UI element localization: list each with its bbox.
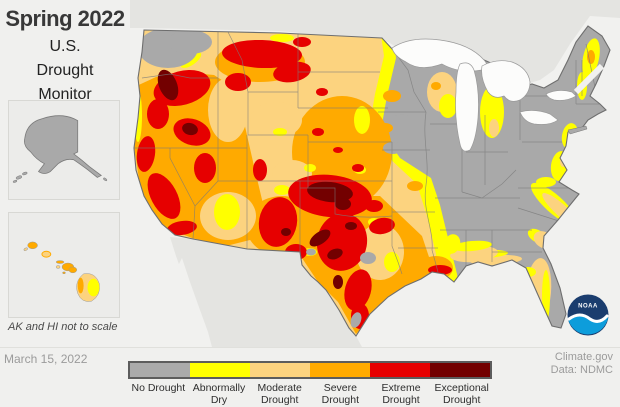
- conus-map: [130, 0, 620, 347]
- drought-legend: No Drought Abnormally Dry Moderate Droug…: [128, 361, 492, 406]
- state-borders: [134, 30, 600, 275]
- page-title: Spring 2022: [5, 6, 125, 31]
- legend-color-bar: [128, 361, 492, 379]
- source-line: Climate.gov: [554, 351, 613, 363]
- exceptional-drought-blobs: [157, 69, 357, 289]
- great-lakes: [391, 38, 577, 152]
- hawaii-inset-map: [8, 212, 120, 318]
- map-date: March 15, 2022: [4, 352, 88, 366]
- hawaiian-islands: [23, 241, 100, 302]
- mexico-landmass: [170, 237, 362, 347]
- noaa-logo-text: NOAA: [578, 304, 598, 310]
- legend-label: Extreme Drought: [381, 382, 421, 406]
- eastern-dry-patches: [424, 38, 600, 326]
- aleutian-islands: [12, 171, 108, 183]
- subtitle-line: U.S.: [49, 38, 81, 55]
- subtitle-line: Monitor: [38, 86, 92, 103]
- noaa-logo: NOAA: [566, 293, 610, 337]
- long-island: [567, 125, 588, 135]
- left-panel: Spring 2022 U.S. Drought Monitor: [0, 0, 130, 347]
- hawaii-map-svg: [23, 241, 100, 302]
- legend-swatch-moderate: [250, 363, 310, 377]
- legend-label: Severe Drought: [321, 382, 360, 406]
- noaa-logo-svg: NOAA: [567, 294, 609, 336]
- page-subtitle: U.S. Drought Monitor: [0, 35, 130, 107]
- footer-divider: [0, 347, 620, 348]
- legend-swatch-exceptional: [430, 363, 490, 377]
- source-line: Data: NDMC: [550, 364, 613, 376]
- alaska-map-svg: [12, 115, 108, 183]
- us-outline: [133, 25, 611, 337]
- gulf-of-california: [178, 258, 212, 347]
- legend-swatch-severe: [310, 363, 370, 377]
- source-credit: Climate.gov Data: NDMC: [551, 351, 613, 377]
- legend-swatch-extreme: [370, 363, 430, 377]
- st-lawrence-gap: [573, 63, 605, 95]
- conus-map-svg: [130, 0, 620, 347]
- alaska-inset-map: [8, 100, 120, 200]
- legend-swatch-no-drought: [130, 363, 190, 377]
- legend-label: Moderate Drought: [257, 382, 302, 406]
- subtitle-line: Drought: [36, 62, 94, 79]
- legend-label: Abnormally Dry: [192, 382, 246, 406]
- inset-note: AK and HI not to scale: [8, 321, 118, 333]
- legend-label: Exceptional Drought: [434, 382, 489, 406]
- legend-labels: No Drought Abnormally Dry Moderate Droug…: [128, 382, 492, 406]
- legend-label: No Drought: [131, 382, 186, 394]
- legend-swatch-abnormally-dry: [190, 363, 250, 377]
